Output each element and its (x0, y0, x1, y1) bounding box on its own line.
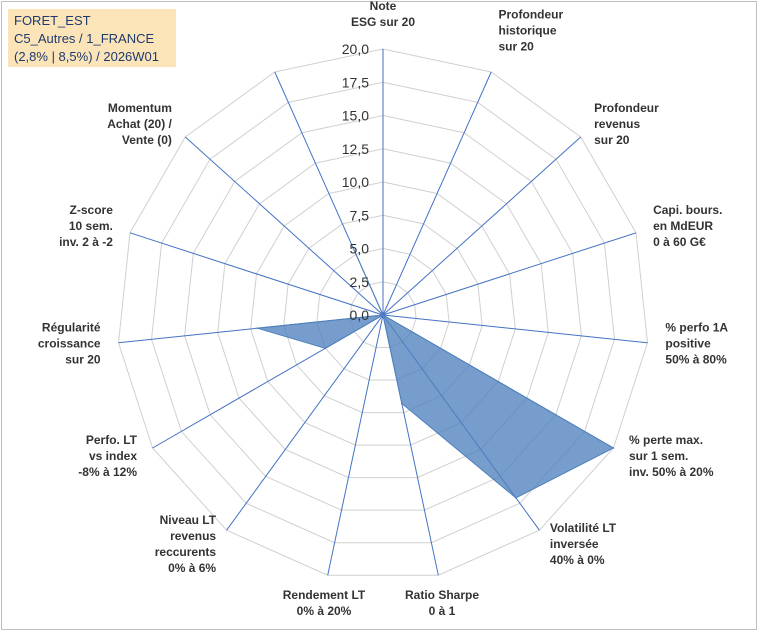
axis-label-7: Ratio Sharpe 0 à 1 (405, 588, 479, 618)
grid-ring-6 (184, 114, 582, 511)
axis-label-13-line-1: Achat (20) / (107, 117, 172, 131)
axis-label-9-line-3: 0% à 6% (168, 561, 216, 575)
axis-label-11-line-2: sur 20 (65, 353, 101, 367)
axis-label-4-line-0: % perfo 1A (665, 321, 728, 335)
radar-grid (117, 48, 649, 576)
grid-ring-1 (349, 281, 417, 348)
axis-label-9-line-2: reccurents (155, 545, 217, 559)
tick-label-5: 12,5 (342, 141, 369, 157)
axis-label-1-line-2: sur 20 (499, 40, 535, 54)
data-point-5 (612, 447, 615, 449)
axis-label-9: Niveau LT revenus reccurents 0% à 6% (155, 513, 217, 575)
axis-label-1: Profondeur historique sur 20 (499, 8, 564, 54)
axis-label-5-line-0: % perte max. (629, 433, 703, 447)
axis-label-1-line-0: Profondeur (499, 8, 564, 22)
axis-label-6: Volatilité LT inversée 40% à 0% (550, 521, 617, 567)
data-point-13 (382, 314, 384, 316)
axis-label-4-line-1: positive (665, 337, 711, 351)
axis-spoke-8 (327, 314, 384, 576)
axis-label-0-line-1: ESG sur 20 (351, 15, 415, 29)
axis-label-2-line-1: revenus (594, 117, 640, 131)
axis-label-5-line-2: inv. 50% à 20% (629, 465, 714, 479)
grid-ring-7 (150, 81, 616, 544)
info-box: FORET_EST C5_Autres / 1_FRANCE (2,8% | 8… (8, 9, 176, 67)
tick-label-4: 10,0 (342, 174, 369, 190)
radar-tick-labels: 0,0 2,5 5,0 7,5 10,0 12,5 15,0 17,5 20,0 (342, 41, 369, 323)
axis-label-12-line-0: Z-score (70, 203, 114, 217)
tick-label-2: 5,0 (350, 241, 370, 257)
axis-label-0-line-0: Note (370, 0, 397, 13)
axis-label-4-line-2: 50% à 80% (665, 353, 727, 367)
axis-spoke-3 (382, 232, 637, 316)
axis-spoke-13 (184, 136, 384, 316)
axis-label-12-line-2: inv. 2 à -2 (59, 235, 113, 249)
axis-label-7-line-0: Ratio Sharpe (405, 588, 479, 602)
tick-label-0: 0,0 (350, 307, 370, 323)
axis-label-5: % perte max. sur 1 sem. inv. 50% à 20% (629, 433, 714, 479)
axis-label-5-line-1: sur 1 sem. (629, 449, 688, 463)
radar-series (256, 253, 615, 499)
grid-ring-3 (283, 214, 483, 414)
grid-ring-4 (250, 181, 516, 446)
axis-label-8-line-1: 0% à 20% (297, 604, 352, 618)
fund-category: C5_Autres / 1_FRANCE (14, 31, 155, 46)
grid-ring-2 (316, 247, 450, 381)
axis-label-8: Rendement LT 0% à 20% (283, 588, 366, 618)
axis-label-10-line-1: vs index (89, 449, 137, 463)
radar-axis-labels: Note ESG sur 20 Profondeur historique sur 20… (38, 0, 729, 618)
axis-label-3: Capi. bours. en MdEUR 0 à 60 G€ (653, 203, 722, 249)
axis-label-8-line-0: Rendement LT (283, 588, 366, 602)
axis-label-6-line-1: inversée (550, 537, 599, 551)
axis-label-13-line-0: Momentum (108, 101, 172, 115)
data-point-11 (256, 327, 259, 330)
axis-label-9-line-1: revenus (170, 529, 216, 543)
tick-label-3: 7,5 (350, 207, 370, 223)
data-point-7 (401, 402, 403, 405)
axis-label-13: Momentum Achat (20) / Vente (0) (107, 101, 172, 147)
axis-label-3-line-2: 0 à 60 G€ (653, 235, 706, 249)
fund-name: FORET_EST (14, 13, 91, 28)
axis-label-0: Note ESG sur 20 (351, 0, 415, 29)
data-point-6 (515, 497, 517, 499)
axis-label-7-line-1: 0 à 1 (429, 604, 456, 618)
axis-label-3-line-0: Capi. bours. (653, 203, 722, 217)
data-point-10 (324, 347, 327, 350)
tick-label-6: 15,0 (342, 108, 369, 124)
axis-label-4: % perfo 1A positive 50% à 80% (665, 321, 728, 367)
axis-label-10: Perfo. LT vs index -8% à 12% (78, 433, 137, 479)
axis-label-9-line-0: Niveau LT (160, 513, 217, 527)
axis-label-13-line-2: Vente (0) (122, 133, 172, 147)
series-area (257, 253, 615, 499)
axis-label-12: Z-score 10 sem. inv. 2 à -2 (59, 203, 113, 249)
tick-label-8: 20,0 (342, 41, 369, 57)
tick-label-7: 17,5 (342, 74, 369, 90)
data-point-14 (355, 253, 357, 255)
axis-label-10-line-2: -8% à 12% (78, 465, 137, 479)
grid-ring-5 (217, 148, 549, 479)
axis-label-2-line-0: Profondeur (594, 101, 659, 115)
axis-label-3-line-1: en MdEUR (653, 219, 713, 233)
axis-spoke-1 (382, 71, 492, 316)
axis-label-6-line-0: Volatilité LT (550, 521, 617, 535)
tick-label-1: 2,5 (350, 274, 370, 290)
axis-label-2-line-2: sur 20 (594, 133, 630, 147)
axis-label-2: Profondeur revenus sur 20 (594, 101, 659, 147)
grid-ring-8 (117, 48, 649, 576)
axis-label-11: Régularité croissance sur 20 (38, 321, 101, 367)
axis-spoke-12 (129, 232, 384, 316)
axis-label-11-line-1: croissance (38, 337, 101, 351)
axis-spoke-4 (382, 314, 648, 344)
fund-stats: (2,8% | 8,5%) / 2026W01 (14, 49, 160, 64)
axis-label-11-line-0: Régularité (42, 321, 101, 335)
axis-label-6-line-2: 40% à 0% (550, 553, 605, 567)
axis-spoke-9 (226, 314, 384, 531)
axis-label-12-line-1: 10 sem. (69, 219, 113, 233)
axis-label-1-line-1: historique (499, 24, 557, 38)
axis-label-10-line-0: Perfo. LT (86, 433, 138, 447)
axis-spoke-2 (382, 136, 582, 316)
